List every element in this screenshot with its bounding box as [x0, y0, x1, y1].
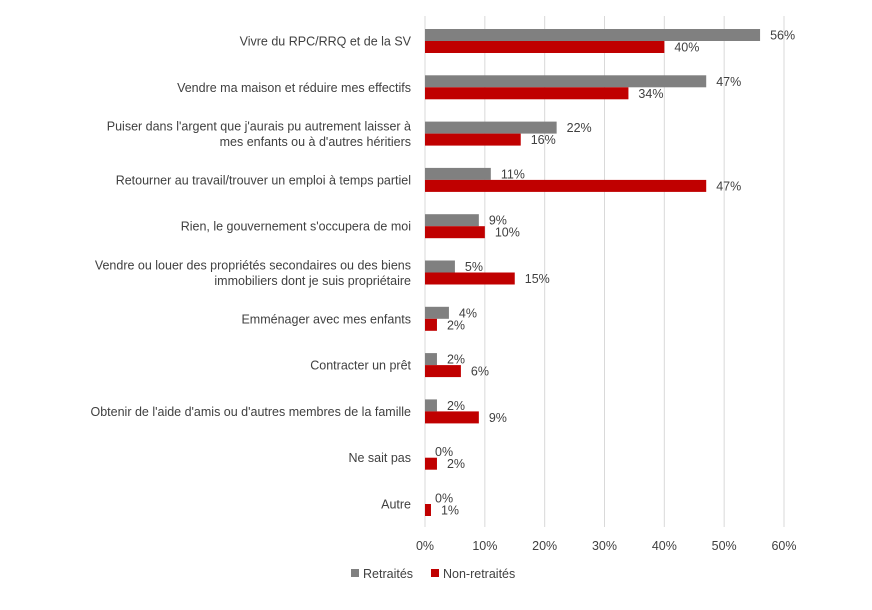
- x-tick-label: 0%: [416, 539, 434, 553]
- legend-swatch: [351, 569, 359, 577]
- data-label: 2%: [447, 353, 465, 367]
- data-label: 47%: [716, 75, 741, 89]
- bar-retraites: [425, 260, 455, 273]
- legend: Retraités Non-retraités: [351, 567, 515, 581]
- bar-non-retraites: [425, 457, 437, 470]
- category-labels: Vivre du RPC/RRQ et de la SV Vendre ma ma…: [90, 35, 411, 512]
- data-label: 0%: [435, 492, 453, 506]
- data-label: 9%: [489, 411, 507, 425]
- category-label: Ne sait pas: [348, 451, 411, 465]
- data-label: 10%: [495, 226, 520, 240]
- data-label: 11%: [501, 167, 525, 181]
- bar-retraites: [425, 75, 707, 88]
- data-label: 1%: [441, 504, 459, 518]
- bar-retraites: [425, 121, 557, 134]
- bar-non-retraites: [425, 41, 665, 53]
- bar-non-retraites: [425, 226, 485, 239]
- x-tick-label: 10%: [472, 539, 497, 553]
- data-label: 56%: [770, 29, 795, 43]
- data-label: 40%: [674, 41, 699, 55]
- category-label: Vivre du RPC/RRQ et de la SV: [240, 35, 412, 49]
- data-label: 9%: [489, 214, 507, 228]
- bar-non-retraites: [425, 133, 521, 146]
- data-label: 16%: [531, 133, 556, 147]
- legend-label: Non-retraités: [443, 567, 515, 581]
- bar-retraites: [425, 399, 437, 412]
- data-label: 6%: [471, 365, 489, 379]
- data-label: 2%: [447, 399, 465, 413]
- category-label: Puiser dans l'argent que j'aurais pu aut…: [107, 119, 411, 149]
- bar-non-retraites: [425, 179, 707, 192]
- x-axis-tick-labels: 0% 10% 20% 30% 40% 50% 60%: [416, 539, 797, 553]
- bars: [425, 29, 761, 516]
- bar-retraites: [425, 167, 491, 180]
- bar-retraites: [425, 353, 437, 366]
- bar-non-retraites: [425, 87, 629, 100]
- category-label: Obtenir de l'aide d'amis ou d'autres mem…: [90, 405, 411, 419]
- data-label: 2%: [447, 457, 465, 471]
- data-label: 2%: [447, 318, 465, 332]
- gridlines: [424, 16, 785, 527]
- category-label: Autre: [381, 498, 411, 512]
- data-label: 47%: [716, 179, 741, 193]
- data-label: 34%: [638, 87, 663, 101]
- category-label: Retourner au travail/trouver un emploi à…: [116, 173, 411, 187]
- x-tick-label: 30%: [592, 539, 617, 553]
- data-label: 4%: [459, 306, 477, 320]
- category-label: Vendre ou louer des propriétés secondair…: [95, 258, 411, 288]
- data-label: 0%: [435, 445, 453, 459]
- bar-retraites: [425, 214, 479, 227]
- x-tick-label: 40%: [652, 539, 677, 553]
- category-label: Rien, le gouvernement s'occupera de moi: [181, 220, 411, 234]
- category-label: Emménager avec mes enfants: [241, 312, 411, 326]
- category-label: Contracter un prêt: [310, 359, 411, 373]
- bar-non-retraites: [425, 318, 437, 331]
- data-label: 5%: [465, 260, 483, 274]
- category-label: Vendre ma maison et réduire mes effectif…: [177, 81, 411, 95]
- x-tick-label: 60%: [771, 539, 796, 553]
- legend-swatch: [431, 569, 439, 577]
- bar-retraites: [425, 29, 761, 41]
- data-labels: 56%47%22%11%9%5%4%2%2%0%0%40%34%16%47%10…: [435, 29, 795, 518]
- bar-non-retraites: [425, 504, 431, 516]
- x-tick-label: 50%: [712, 539, 737, 553]
- data-label: 15%: [525, 272, 550, 286]
- data-label: 22%: [567, 121, 592, 135]
- x-tick-label: 20%: [532, 539, 557, 553]
- legend-label: Retraités: [363, 567, 413, 581]
- bar-non-retraites: [425, 365, 461, 378]
- bar-non-retraites: [425, 411, 479, 424]
- bar-non-retraites: [425, 272, 515, 285]
- bar-retraites: [425, 306, 449, 319]
